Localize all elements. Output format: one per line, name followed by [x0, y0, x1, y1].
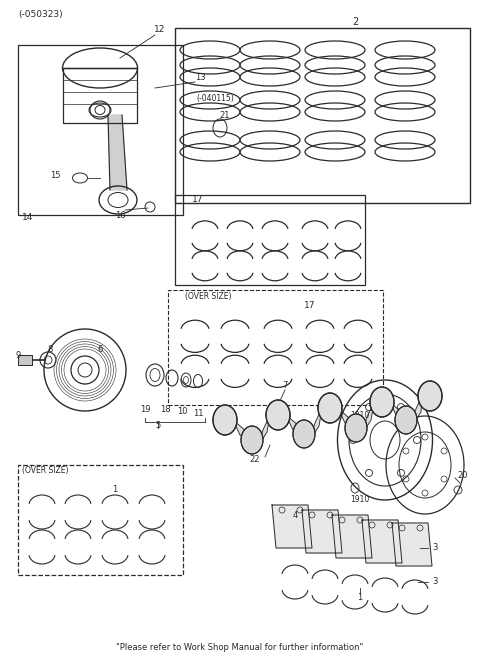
Text: 14: 14: [22, 214, 34, 222]
Bar: [18, 45, 183, 215]
Polygon shape: [302, 510, 342, 553]
Text: 1910: 1910: [350, 495, 370, 504]
Text: (-050323): (-050323): [18, 9, 62, 19]
Text: 1910: 1910: [350, 410, 370, 420]
Polygon shape: [390, 402, 414, 428]
Text: (-040115): (-040115): [196, 93, 234, 103]
Text: 11: 11: [193, 408, 203, 418]
Text: 10: 10: [177, 408, 187, 416]
Ellipse shape: [241, 426, 263, 454]
Polygon shape: [392, 523, 432, 566]
Text: 17: 17: [304, 301, 316, 310]
Text: 12: 12: [154, 26, 166, 34]
Text: 1: 1: [358, 594, 362, 602]
Bar: [175, 28, 470, 203]
Polygon shape: [272, 505, 312, 548]
Text: 3: 3: [432, 544, 438, 553]
Polygon shape: [338, 408, 364, 436]
Text: 2: 2: [352, 17, 358, 27]
Polygon shape: [257, 415, 270, 448]
Ellipse shape: [395, 406, 417, 434]
Bar: [18, 355, 32, 365]
Text: (OVER SIZE): (OVER SIZE): [185, 291, 231, 301]
Ellipse shape: [266, 400, 290, 430]
Text: "Please refer to Work Shop Manual for further information": "Please refer to Work Shop Manual for fu…: [116, 643, 364, 653]
Text: 8: 8: [48, 346, 53, 354]
Bar: [18, 465, 183, 575]
Text: 15: 15: [50, 171, 60, 179]
Text: 7: 7: [282, 381, 288, 389]
Bar: [63, 68, 137, 123]
Ellipse shape: [293, 420, 315, 448]
Ellipse shape: [345, 414, 367, 442]
Polygon shape: [286, 415, 312, 442]
Bar: [175, 195, 365, 285]
Polygon shape: [108, 115, 127, 190]
Text: 21: 21: [220, 111, 230, 120]
Text: 17: 17: [192, 195, 204, 205]
Text: 19: 19: [140, 406, 150, 414]
Ellipse shape: [213, 405, 237, 435]
Bar: [168, 290, 383, 405]
Polygon shape: [309, 408, 322, 442]
Text: 16: 16: [115, 211, 125, 220]
Polygon shape: [233, 420, 260, 448]
Polygon shape: [332, 515, 372, 558]
Polygon shape: [361, 402, 374, 436]
Polygon shape: [362, 520, 402, 563]
Text: 13: 13: [195, 73, 205, 83]
Text: 3: 3: [432, 577, 438, 587]
Polygon shape: [411, 396, 422, 428]
Ellipse shape: [418, 381, 442, 411]
Text: 22: 22: [250, 455, 260, 465]
Text: 9: 9: [16, 350, 21, 359]
Ellipse shape: [318, 393, 342, 423]
Text: 20: 20: [458, 471, 468, 479]
Text: 5: 5: [156, 420, 161, 430]
Text: 18: 18: [160, 406, 170, 414]
Text: 4: 4: [292, 510, 298, 520]
Text: 6: 6: [97, 346, 103, 354]
Ellipse shape: [370, 387, 394, 417]
Text: (OVER SIZE): (OVER SIZE): [22, 465, 69, 475]
Text: 1: 1: [112, 485, 118, 495]
